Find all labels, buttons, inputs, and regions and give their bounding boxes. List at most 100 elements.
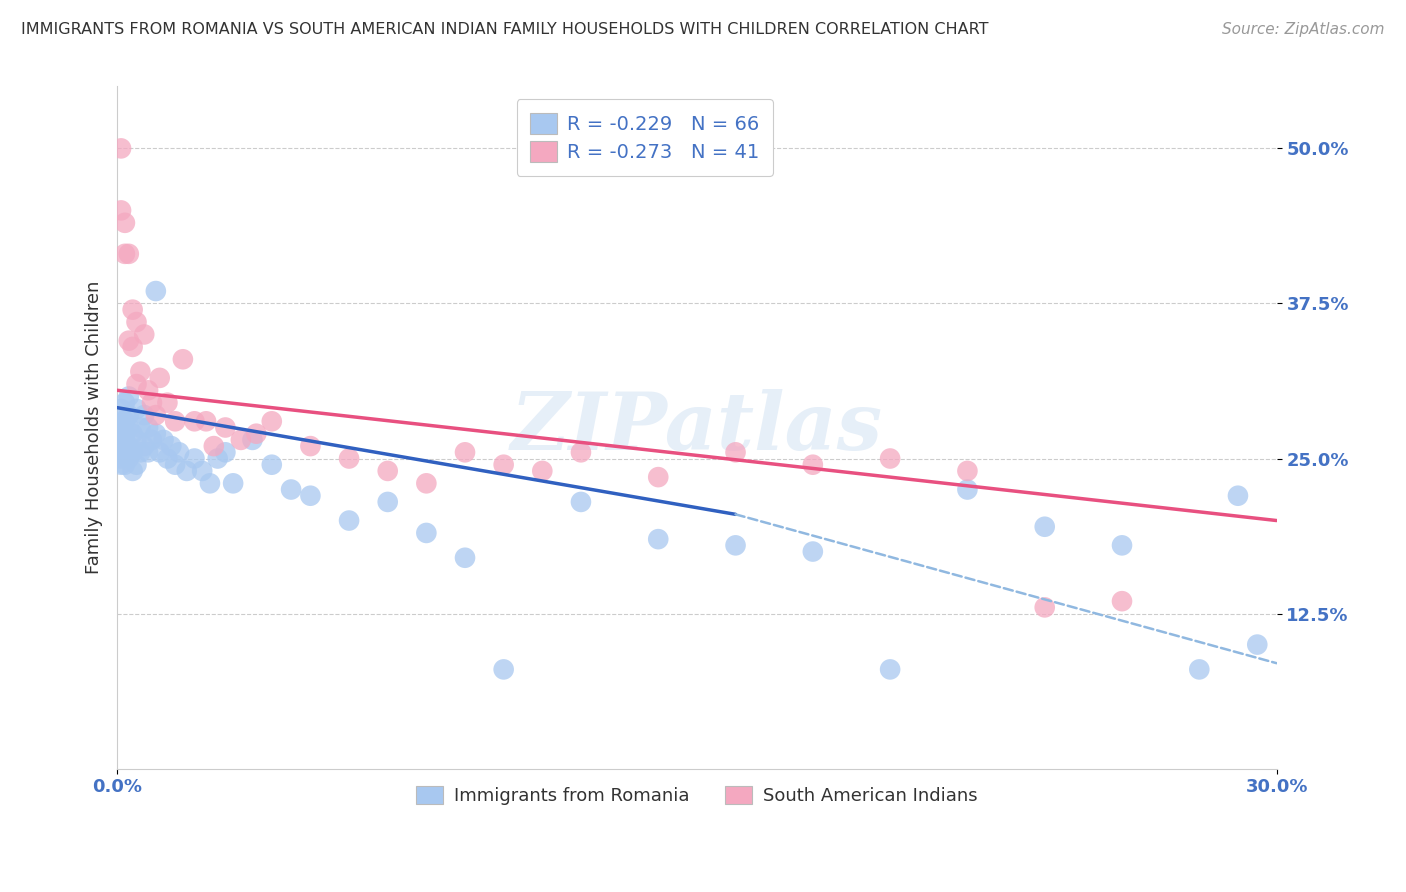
Point [121, 426, 143, 441]
Point [136, 420, 159, 434]
Point [531, 464, 554, 478]
Point [207, 451, 229, 466]
Point [114, 445, 136, 459]
Point [156, 451, 179, 466]
Point [492, 662, 515, 676]
Point [956, 483, 979, 497]
Point [724, 445, 747, 459]
Point [145, 284, 167, 298]
Point [165, 458, 187, 472]
Point [125, 401, 148, 416]
Point [118, 247, 141, 261]
Point [121, 302, 143, 317]
Y-axis label: Family Households with Children: Family Households with Children [86, 281, 103, 574]
Text: Source: ZipAtlas.com: Source: ZipAtlas.com [1222, 22, 1385, 37]
Point [118, 420, 141, 434]
Point [118, 451, 141, 466]
Point [801, 458, 824, 472]
Point [377, 495, 399, 509]
Legend: Immigrants from Romania, South American Indians: Immigrants from Romania, South American … [406, 777, 987, 814]
Point [377, 464, 399, 478]
Point [141, 433, 163, 447]
Point [134, 408, 156, 422]
Point [110, 458, 132, 472]
Point [129, 420, 152, 434]
Point [125, 315, 148, 329]
Point [114, 414, 136, 428]
Point [110, 414, 132, 428]
Point [415, 525, 437, 540]
Point [114, 433, 136, 447]
Point [1246, 638, 1268, 652]
Point [134, 327, 156, 342]
Point [136, 384, 159, 398]
Point [337, 514, 360, 528]
Point [245, 426, 267, 441]
Point [118, 408, 141, 422]
Point [1033, 600, 1056, 615]
Point [172, 352, 194, 367]
Point [801, 544, 824, 558]
Point [118, 334, 141, 348]
Point [191, 464, 214, 478]
Point [214, 445, 236, 459]
Point [110, 420, 132, 434]
Point [260, 458, 283, 472]
Point [1033, 520, 1056, 534]
Point [280, 483, 302, 497]
Text: ZIPatlas: ZIPatlas [510, 389, 883, 467]
Point [160, 439, 183, 453]
Point [1226, 489, 1249, 503]
Point [569, 495, 592, 509]
Point [202, 439, 225, 453]
Point [454, 550, 477, 565]
Point [183, 451, 205, 466]
Point [114, 247, 136, 261]
Point [647, 532, 669, 546]
Point [214, 420, 236, 434]
Point [183, 414, 205, 428]
Point [152, 433, 174, 447]
Point [1111, 594, 1133, 608]
Point [337, 451, 360, 466]
Point [454, 445, 477, 459]
Point [125, 458, 148, 472]
Point [229, 433, 252, 447]
Point [145, 408, 167, 422]
Point [118, 439, 141, 453]
Point [415, 476, 437, 491]
Point [156, 395, 179, 409]
Point [299, 439, 322, 453]
Point [198, 476, 221, 491]
Point [1188, 662, 1211, 676]
Point [134, 439, 156, 453]
Point [145, 426, 167, 441]
Point [110, 439, 132, 453]
Point [129, 445, 152, 459]
Point [125, 377, 148, 392]
Point [110, 451, 132, 466]
Point [242, 433, 264, 447]
Point [879, 451, 901, 466]
Point [176, 464, 198, 478]
Point [167, 445, 190, 459]
Point [110, 203, 132, 218]
Point [125, 433, 148, 447]
Point [149, 445, 172, 459]
Point [724, 538, 747, 552]
Point [260, 414, 283, 428]
Point [114, 458, 136, 472]
Point [110, 433, 132, 447]
Point [114, 395, 136, 409]
Point [165, 414, 187, 428]
Point [195, 414, 218, 428]
Point [121, 340, 143, 354]
Point [956, 464, 979, 478]
Point [569, 445, 592, 459]
Point [141, 395, 163, 409]
Point [647, 470, 669, 484]
Point [492, 458, 515, 472]
Point [879, 662, 901, 676]
Point [149, 371, 172, 385]
Point [114, 426, 136, 441]
